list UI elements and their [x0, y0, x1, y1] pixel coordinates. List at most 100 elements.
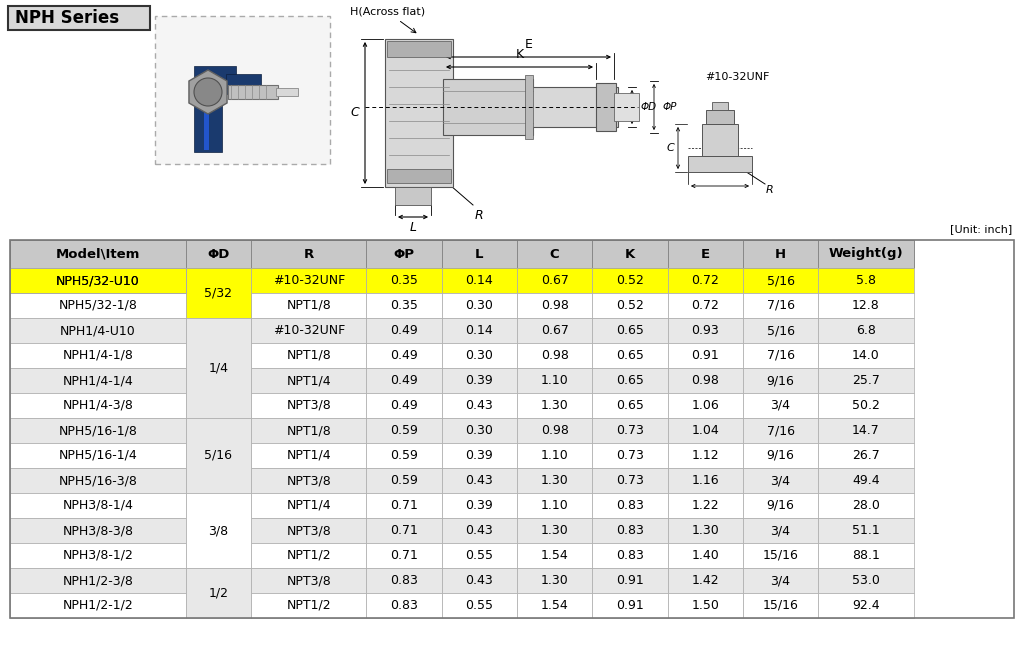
Bar — [251, 518, 367, 543]
Bar — [194, 66, 236, 94]
Text: ΦD: ΦD — [207, 248, 229, 261]
Bar — [818, 543, 913, 568]
Text: 0.83: 0.83 — [616, 499, 644, 512]
Text: 1.10: 1.10 — [541, 374, 568, 387]
Bar — [10, 343, 185, 368]
Bar — [228, 85, 278, 99]
Bar — [592, 393, 668, 418]
Bar — [367, 568, 441, 593]
Text: 1.12: 1.12 — [691, 449, 719, 462]
Text: 9/16: 9/16 — [767, 499, 795, 512]
Bar — [743, 518, 818, 543]
Text: 0.83: 0.83 — [616, 549, 644, 562]
Text: 1.42: 1.42 — [691, 574, 719, 587]
Text: 7/16: 7/16 — [767, 424, 795, 437]
Text: 88.1: 88.1 — [852, 549, 880, 562]
Text: NPT1/4: NPT1/4 — [287, 499, 331, 512]
Bar — [441, 393, 517, 418]
Bar — [10, 443, 185, 468]
Bar — [614, 93, 639, 121]
Bar — [367, 493, 441, 518]
Bar — [367, 293, 441, 318]
Bar — [441, 568, 517, 593]
Bar — [10, 593, 185, 618]
Bar — [743, 593, 818, 618]
Text: 7/16: 7/16 — [767, 299, 795, 312]
Bar — [592, 268, 668, 293]
Bar — [441, 593, 517, 618]
Text: 28.0: 28.0 — [852, 499, 880, 512]
Text: 0.30: 0.30 — [466, 424, 494, 437]
Bar — [688, 156, 752, 172]
Text: NPT3/8: NPT3/8 — [287, 474, 331, 487]
Bar — [525, 75, 534, 139]
Text: ΦD: ΦD — [640, 102, 656, 112]
Bar — [517, 393, 592, 418]
Text: 1.30: 1.30 — [691, 524, 719, 537]
Text: 0.55: 0.55 — [465, 599, 494, 612]
Bar — [251, 443, 367, 468]
Bar — [818, 443, 913, 468]
Bar — [517, 493, 592, 518]
Text: NPH1/4-1/8: NPH1/4-1/8 — [62, 349, 133, 362]
Bar — [367, 268, 441, 293]
Bar — [387, 169, 451, 183]
Text: 0.43: 0.43 — [466, 474, 494, 487]
Bar — [517, 343, 592, 368]
Text: NPT1/4: NPT1/4 — [287, 374, 331, 387]
Text: 0.83: 0.83 — [390, 599, 418, 612]
Text: NPH1/2-1/2: NPH1/2-1/2 — [62, 599, 133, 612]
Bar — [743, 493, 818, 518]
Bar — [155, 16, 330, 164]
Bar — [517, 318, 592, 343]
Bar — [10, 318, 185, 343]
Bar — [712, 102, 728, 110]
Bar — [10, 293, 185, 318]
Text: Weight(g): Weight(g) — [828, 248, 903, 261]
Bar — [226, 74, 261, 88]
Text: 0.73: 0.73 — [616, 449, 644, 462]
Bar — [528, 87, 618, 127]
Bar — [818, 293, 913, 318]
Bar — [743, 543, 818, 568]
Bar — [185, 318, 251, 418]
Text: NPH1/4-U10: NPH1/4-U10 — [60, 324, 136, 337]
Text: NPT1/8: NPT1/8 — [287, 349, 331, 362]
Text: 0.59: 0.59 — [390, 424, 418, 437]
Text: 1.54: 1.54 — [541, 599, 568, 612]
Bar — [441, 443, 517, 468]
Bar — [592, 493, 668, 518]
Bar — [743, 418, 818, 443]
Bar — [10, 493, 185, 518]
Bar — [517, 543, 592, 568]
Text: NPH5/16-3/8: NPH5/16-3/8 — [58, 474, 137, 487]
Text: [Unit: inch]: [Unit: inch] — [949, 224, 1012, 234]
Text: 0.93: 0.93 — [691, 324, 719, 337]
Text: 0.71: 0.71 — [390, 499, 418, 512]
Text: 51.1: 51.1 — [852, 524, 880, 537]
Bar — [818, 518, 913, 543]
Bar — [251, 418, 367, 443]
Text: #10-32UNF: #10-32UNF — [272, 274, 345, 287]
Text: 0.98: 0.98 — [541, 299, 568, 312]
Bar — [592, 318, 668, 343]
Text: NPH1/4-1/4: NPH1/4-1/4 — [62, 374, 133, 387]
Text: 0.98: 0.98 — [541, 349, 568, 362]
Text: 1.10: 1.10 — [541, 449, 568, 462]
Bar — [441, 268, 517, 293]
Text: 0.83: 0.83 — [390, 574, 418, 587]
Text: NPH3/8-3/8: NPH3/8-3/8 — [62, 524, 133, 537]
Text: 0.49: 0.49 — [390, 399, 418, 412]
Bar — [251, 493, 367, 518]
Bar — [367, 543, 441, 568]
Bar — [251, 368, 367, 393]
Bar — [443, 79, 534, 135]
Text: 1.30: 1.30 — [541, 474, 568, 487]
Text: #10-32UNF: #10-32UNF — [272, 324, 345, 337]
Text: 0.43: 0.43 — [466, 399, 494, 412]
Bar — [251, 593, 367, 618]
Text: 0.49: 0.49 — [390, 349, 418, 362]
Text: 9/16: 9/16 — [767, 449, 795, 462]
Bar — [743, 268, 818, 293]
Text: NPT3/8: NPT3/8 — [287, 574, 331, 587]
